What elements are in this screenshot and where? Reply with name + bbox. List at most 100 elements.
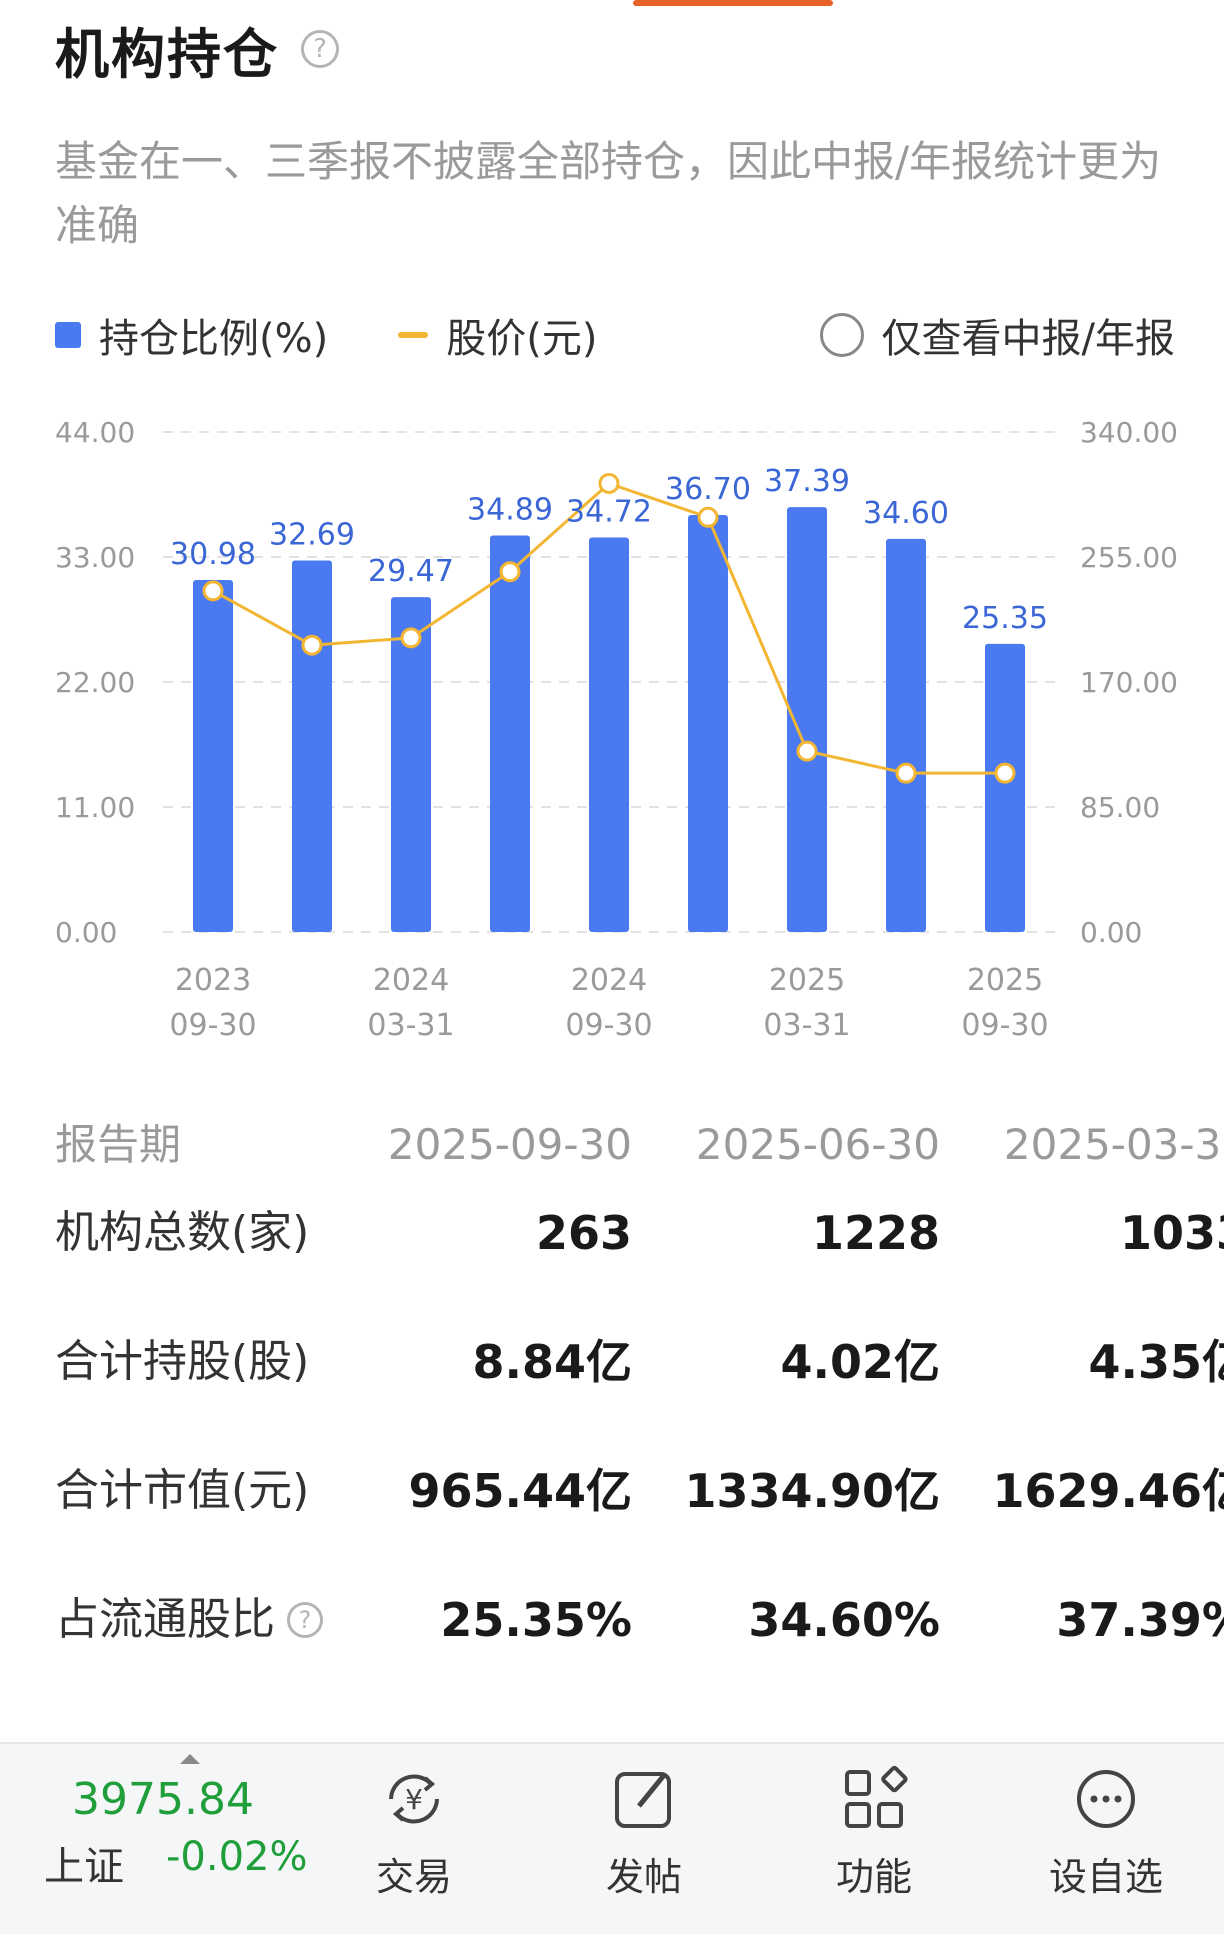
bar [886,538,926,932]
table-row: 合计市值(元) 965.44亿 1334.90亿 1629.46亿 [0,1451,1224,1531]
tab-indicator [633,0,833,6]
table-cell: 8.84亿 [472,1335,633,1389]
bar [688,514,728,932]
price-point [796,740,818,762]
x-axis-tick-year: 2025 [967,963,1043,998]
price-point [499,561,521,583]
left-axis-tick: 44.00 [55,416,135,449]
table-cell: 37.39% [1056,1593,1224,1647]
left-axis-tick: 22.00 [55,666,135,699]
x-axis-tick-date: 09-30 [565,1008,652,1043]
toggle-label: 仅查看中报/年报 [881,316,1175,362]
nav-label: 功能 [835,1855,912,1899]
legend-bar: 持仓比例(%) [55,306,328,364]
right-axis-tick: 170.00 [1080,666,1178,699]
nav-trade-button[interactable]: ¥ 交易 [334,1744,494,1934]
price-point [202,580,224,602]
line-swatch-icon [398,332,429,338]
table-cell: 965.44亿 [408,1464,632,1518]
index-value: 3975.84 [72,1774,254,1825]
x-axis-tick-date: 09-30 [961,1008,1048,1043]
bar-data-label: 37.39 [764,464,850,499]
row-label: 合计持股(股) [55,1336,310,1387]
table-cell: 25.35% [440,1593,632,1647]
left-axis-tick: 0.00 [55,916,117,949]
bar-data-label: 30.98 [170,537,256,572]
bar-data-label: 29.47 [368,554,454,589]
index-name: 上证 [44,1844,124,1890]
apps-grid-icon [845,1765,908,1828]
chart-legend: 持仓比例(%) 股价(元) 仅查看中报/年报 [55,305,1175,365]
x-axis-tick-date: 03-31 [367,1008,454,1043]
market-index-ticker[interactable]: 3975.84 上证 -0.02% [40,1744,330,1934]
table-cell: 263 [535,1206,632,1260]
table-row: 机构总数(家) 263 1228 1033 [0,1193,1224,1273]
bar [391,597,431,932]
caret-up-icon [180,1754,200,1764]
bar [490,535,530,932]
help-icon[interactable]: ? [301,30,339,68]
column-header: 2025-09-30 [387,1120,632,1169]
nav-post-button[interactable]: 发帖 [564,1744,724,1934]
legend-line-label: 股价(元) [446,316,598,362]
table-cell: 4.02亿 [780,1335,941,1389]
column-header: 2025-03-31 [1003,1120,1224,1169]
edit-post-icon [615,1772,671,1828]
column-header: 2025-06-30 [695,1120,940,1169]
nav-label: 发帖 [605,1855,682,1899]
bar-data-label: 36.70 [665,472,751,507]
table-cell: 4.35亿 [1088,1335,1224,1389]
index-change: -0.02% [166,1834,308,1880]
description-text: 基金在一、三季报不披露全部持仓，因此中报/年报统计更为准确 [55,137,1162,250]
price-point [994,762,1016,784]
table-cell: 34.60% [748,1593,940,1647]
x-axis-tick-date: 03-31 [763,1008,850,1043]
yen-exchange-icon: ¥ [389,1774,439,1824]
price-point [598,472,620,494]
price-point [400,627,422,649]
bar-data-label: 32.69 [269,518,355,553]
price-point [697,506,719,528]
table-cell: 1629.46亿 [992,1464,1224,1518]
bar-data-label: 34.89 [467,493,553,528]
row-label: 占流通股比 [55,1594,275,1645]
x-axis-tick-year: 2024 [571,963,647,998]
table-header-row: 报告期 2025-09-30 2025-06-30 2025-03-31 [0,1105,1224,1185]
row-label: 合计市值(元) [55,1465,310,1516]
bar [292,560,332,932]
x-axis-tick-date: 09-30 [169,1008,256,1043]
legend-bar-label: 持仓比例(%) [99,316,329,362]
bar [787,507,827,932]
holdings-table: 报告期 2025-09-30 2025-06-30 2025-03-31 机构总… [0,1105,1224,1705]
bar-data-label: 34.72 [566,494,652,529]
bar-data-label: 34.60 [863,496,949,531]
nav-watchlist-button[interactable]: 设自选 [1026,1744,1186,1934]
bar-swatch-icon [55,322,81,348]
row-label: 机构总数(家) [55,1207,310,1258]
right-axis-tick: 85.00 [1080,791,1160,824]
right-axis-tick: 255.00 [1080,541,1178,574]
header-label: 报告期 [55,1120,182,1169]
help-icon[interactable]: ? [287,1602,323,1638]
x-axis-tick-year: 2023 [175,963,251,998]
right-axis-tick: 0.00 [1080,916,1142,949]
bottom-bar: 3975.84 上证 -0.02% ¥ 交易 发帖 功能 [0,1742,1224,1934]
svg-text:¥: ¥ [405,1783,423,1816]
nav-label: 交易 [375,1855,452,1899]
x-axis-tick-year: 2024 [373,963,449,998]
price-point [895,762,917,784]
right-axis-tick: 340.00 [1080,416,1178,449]
bar [589,537,629,932]
bar-data-label: 25.35 [962,601,1048,636]
legend-line: 股价(元) [398,306,597,364]
radio-unchecked-icon[interactable] [819,313,864,357]
bar [193,579,233,932]
row-label-wrap: 占流通股比 ? [55,1580,323,1660]
section-header: 机构持仓 ? [55,14,339,86]
nav-functions-button[interactable]: 功能 [794,1744,954,1934]
price-point [301,634,323,656]
report-filter-toggle[interactable]: 仅查看中报/年报 [819,306,1175,364]
table-cell: 1334.90亿 [684,1464,940,1518]
table-row: 合计持股(股) 8.84亿 4.02亿 4.35亿 [0,1322,1224,1402]
holdings-chart: 0.00 11.00 22.00 33.00 44.00 0.00 85.00 170.00 2… [55,416,1178,1043]
